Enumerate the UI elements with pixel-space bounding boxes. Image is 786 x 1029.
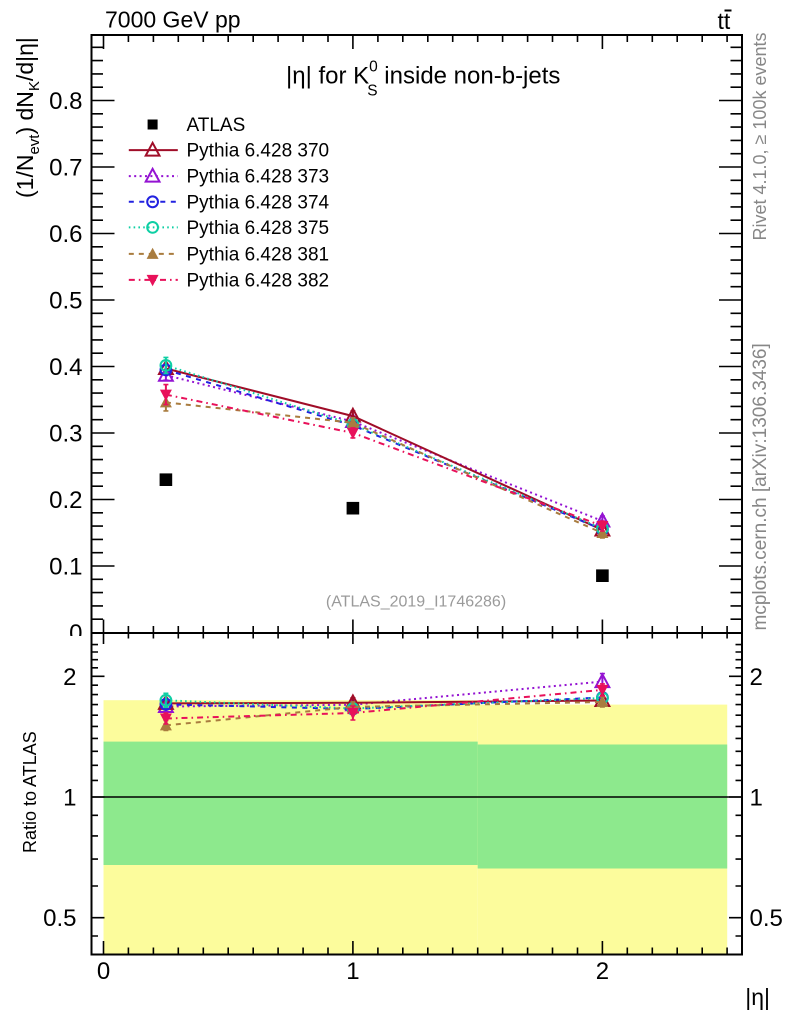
svg-text:Rivet 4.1.0, ≥ 100k events: Rivet 4.1.0, ≥ 100k events	[750, 33, 770, 241]
svg-text:tt: tt	[718, 8, 731, 34]
svg-text:7000 GeV pp: 7000 GeV pp	[105, 7, 241, 33]
svg-text:Pythia 6.428 370: Pythia 6.428 370	[187, 141, 330, 162]
svg-text:Ratio to ATLAS: Ratio to ATLAS	[20, 731, 40, 853]
svg-text:Pythia 6.428 382: Pythia 6.428 382	[187, 271, 330, 292]
svg-text:|η|: |η|	[745, 984, 770, 1010]
svg-text:0.5: 0.5	[43, 905, 76, 932]
svg-text:1: 1	[346, 958, 359, 985]
svg-text:0.2: 0.2	[49, 487, 82, 514]
svg-text:1: 1	[750, 785, 763, 812]
svg-text:Pythia 6.428 375: Pythia 6.428 375	[187, 218, 330, 239]
svg-text:2: 2	[750, 664, 763, 691]
svg-text:2: 2	[63, 664, 76, 691]
svg-text:0.8: 0.8	[49, 88, 82, 115]
svg-text:0.7: 0.7	[49, 155, 82, 182]
svg-text:1: 1	[63, 785, 76, 812]
svg-text:0.5: 0.5	[750, 905, 783, 932]
svg-text:(1/Nevt) dNK/d|η|: (1/Nevt) dNK/d|η|	[12, 37, 43, 198]
svg-text:2: 2	[596, 958, 609, 985]
svg-text:0.4: 0.4	[49, 354, 82, 381]
svg-text:Pythia 6.428 373: Pythia 6.428 373	[187, 167, 330, 188]
svg-text:0: 0	[69, 620, 82, 647]
svg-text:Pythia 6.428 374: Pythia 6.428 374	[187, 192, 330, 213]
svg-text:mcplots.cern.ch [arXiv:1306.34: mcplots.cern.ch [arXiv:1306.3436]	[750, 343, 771, 630]
svg-text:Pythia 6.428 381: Pythia 6.428 381	[187, 245, 330, 266]
svg-text:0.1: 0.1	[49, 554, 82, 581]
svg-text:0.6: 0.6	[49, 221, 82, 248]
svg-text:(ATLAS_2019_I1746286): (ATLAS_2019_I1746286)	[326, 594, 506, 611]
svg-text:0.5: 0.5	[49, 288, 82, 315]
svg-text:0.3: 0.3	[49, 421, 82, 448]
svg-text:0: 0	[97, 958, 110, 985]
svg-text:ATLAS: ATLAS	[187, 115, 246, 136]
